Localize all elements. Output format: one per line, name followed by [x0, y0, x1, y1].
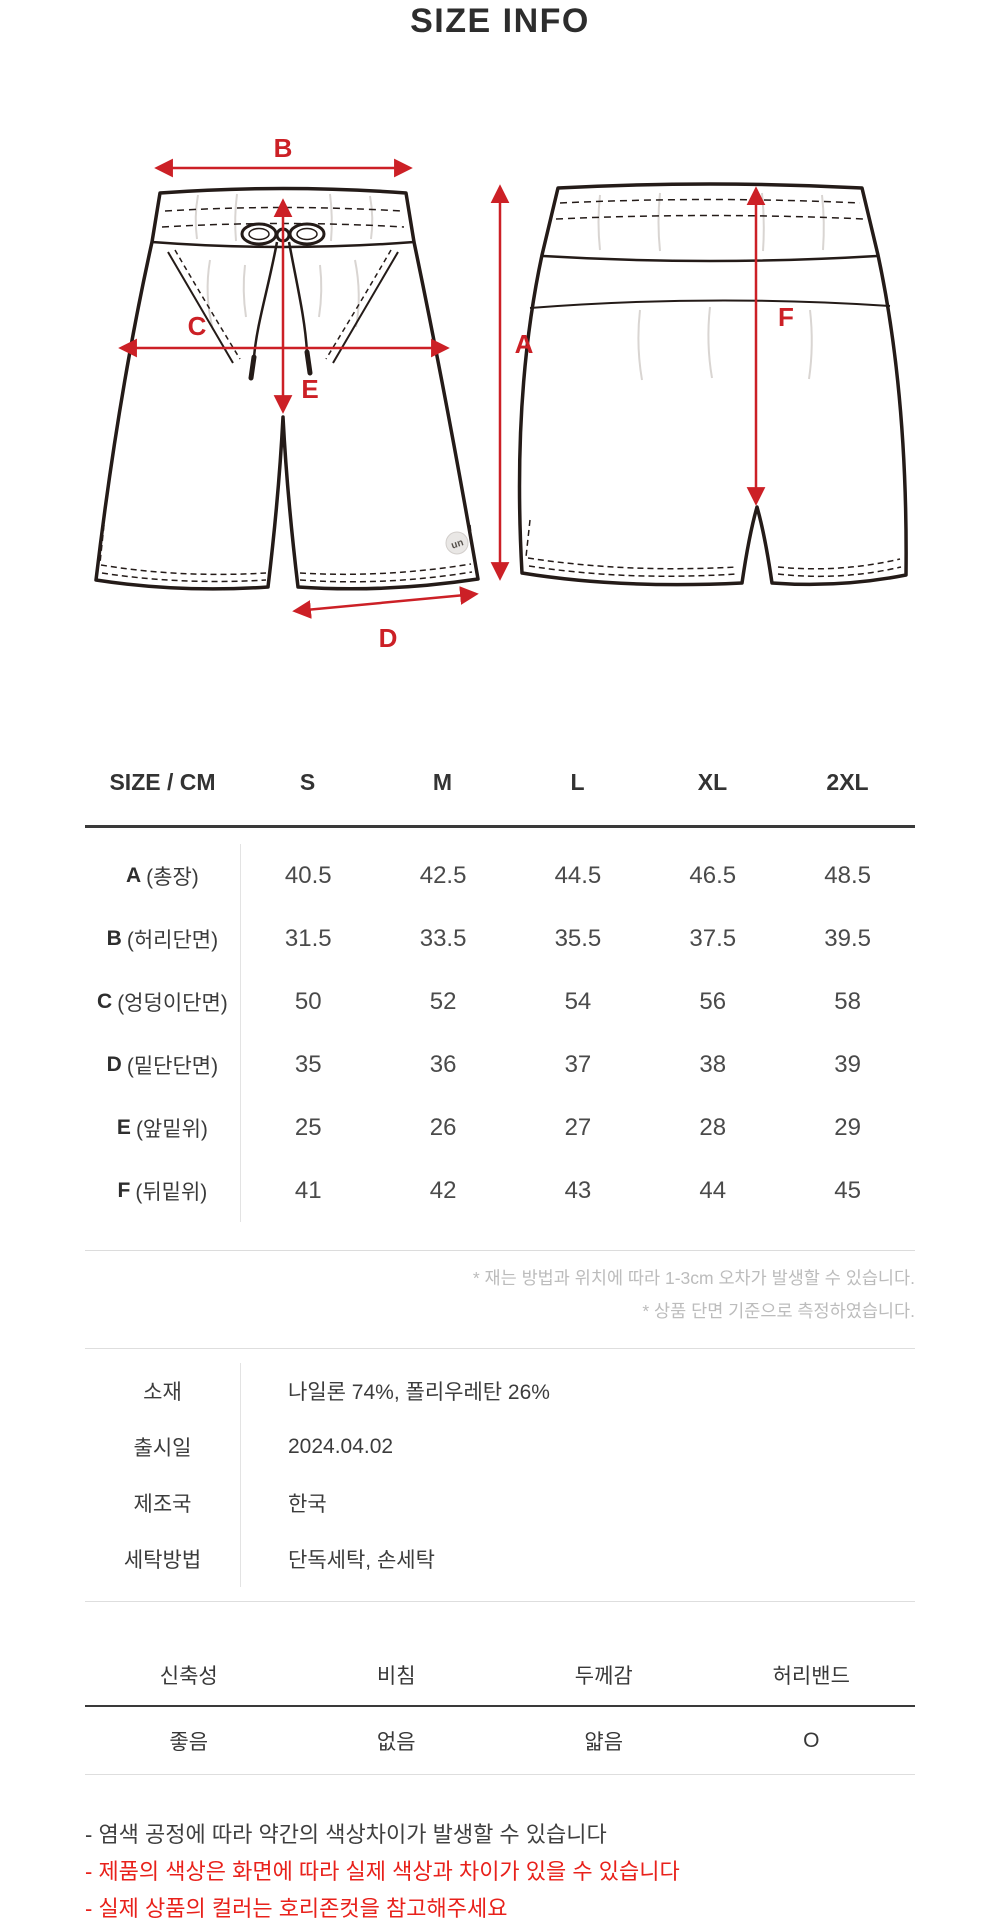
cell: 50 — [294, 987, 322, 1015]
info-row-release-date: 출시일 2024.04.02 — [85, 1419, 915, 1475]
properties-value-row: 좋음 없음 얇음 O — [85, 1707, 915, 1775]
arrow-D — [292, 586, 479, 619]
table-row-c: C (엉덩이단면) 50 52 54 56 58 — [85, 970, 915, 1033]
measurement-labels: B C E A F D — [188, 133, 794, 653]
table-row-d: D (밑단단면) 35 36 37 38 39 — [85, 1033, 915, 1096]
cell: 54 — [564, 987, 592, 1015]
label-A: A — [515, 329, 534, 359]
table-row-b: B (허리단면) 31.5 33.5 35.5 37.5 39.5 — [85, 907, 915, 970]
prop-header-thickness: 두께감 — [574, 1665, 633, 1688]
prop-value-thickness: 얇음 — [584, 1730, 624, 1754]
cell: 38 — [699, 1050, 727, 1078]
cell: 58 — [834, 987, 861, 1015]
cell: 56 — [699, 987, 727, 1015]
cell: 25 — [294, 1113, 322, 1141]
label-C: C — [188, 311, 207, 341]
info-row-country: 제조국 한국 — [85, 1475, 915, 1531]
cell: 48.5 — [824, 861, 871, 889]
label-E: E — [301, 374, 318, 404]
product-info-table: 소재 나일론 74%, 폴리우레탄 26% 출시일 2024.04.02 제조국… — [85, 1348, 915, 1602]
cell: 29 — [834, 1113, 861, 1141]
page-title: SIZE INFO — [410, 2, 590, 40]
prop-value-stretch: 좋음 — [169, 1730, 209, 1754]
footer-note-color: - 실제 상품의 컬러는 호리존컷을 참고해주세요 — [85, 1896, 508, 1921]
prop-header-waistband: 허리밴드 — [772, 1665, 850, 1688]
column-header-xl: XL — [697, 769, 728, 795]
column-header-l: L — [570, 769, 585, 795]
table-row-e: E (앞밑위) 25 26 27 28 29 — [85, 1096, 915, 1159]
fabric-properties-table: 신축성 비침 두께감 허리밴드 좋음 없음 얇음 O — [85, 1645, 915, 1775]
brand-logo-icon: un — [445, 531, 469, 555]
table-row-a: A (총장) 40.5 42.5 44.5 46.5 48.5 — [85, 844, 915, 907]
cell: 39.5 — [824, 924, 871, 952]
label-D: D — [379, 623, 398, 653]
cell: 42 — [429, 1176, 457, 1204]
info-row-washing: 세탁방법 단독세탁, 손세탁 — [85, 1531, 915, 1587]
note-line: * 재는 방법과 위치에 따라 1-3cm 오차가 발생할 수 있습니다. — [472, 1268, 915, 1288]
shorts-measurement-diagram: un — [94, 133, 908, 653]
cell: 52 — [429, 987, 457, 1015]
measurement-arrows — [118, 158, 766, 619]
info-row-material: 소재 나일론 74%, 폴리우레탄 26% — [85, 1363, 915, 1419]
shorts-back-view — [517, 182, 908, 587]
cell: 33.5 — [419, 924, 467, 952]
prop-header-sheerness: 비침 — [376, 1665, 416, 1688]
size-table: SIZE / CM S M L XL 2XL A (총장) 40.5 42.5 4… — [85, 740, 915, 1251]
label-B: B — [274, 133, 293, 163]
properties-header-row: 신축성 비침 두께감 허리밴드 — [85, 1645, 915, 1707]
cell: 42.5 — [419, 861, 467, 889]
footer-note-dye: - 염색 공정에 따라 약간의 색상차이가 발생할 수 있습니다 — [85, 1822, 607, 1847]
measurement-notes: * 재는 방법과 위치에 따라 1-3cm 오차가 발생할 수 있습니다. * … — [473, 1262, 915, 1328]
column-header-m: M — [432, 769, 453, 795]
footer-notes: - 염색 공정에 따라 약간의 색상차이가 발생할 수 있습니다 - 제품의 색… — [85, 1816, 680, 1927]
size-table-body: A (총장) 40.5 42.5 44.5 46.5 48.5 B (허리단면) 3… — [85, 828, 915, 1251]
cell: 35.5 — [554, 924, 602, 952]
table-row-f: F (뒤밑위) 41 42 43 44 45 — [85, 1159, 915, 1222]
cell: 27 — [564, 1113, 592, 1141]
cell: 43 — [564, 1176, 592, 1204]
cell: 44.5 — [554, 861, 602, 889]
column-header-s: S — [299, 769, 316, 795]
cell: 37.5 — [689, 924, 737, 952]
cell: 40.5 — [284, 861, 332, 889]
cell: 36 — [429, 1050, 457, 1078]
shorts-front-view: un — [94, 186, 480, 591]
cell: 44 — [699, 1176, 727, 1204]
cell: 35 — [294, 1050, 322, 1078]
cell: 41 — [294, 1176, 322, 1204]
cell: 26 — [429, 1113, 457, 1141]
footer-note-screen: - 제품의 색상은 화면에 따라 실제 색상과 차이가 있을 수 있습니다 — [85, 1859, 680, 1884]
size-table-header: SIZE / CM S M L XL 2XL — [85, 740, 915, 828]
prop-header-stretch: 신축성 — [159, 1665, 218, 1688]
prop-value-sheerness: 없음 — [376, 1730, 416, 1754]
cell: 37 — [564, 1050, 592, 1078]
cell: 45 — [834, 1176, 861, 1204]
svg-text:un: un — [450, 537, 465, 551]
cell: 39 — [834, 1050, 861, 1078]
size-table-header-label: SIZE / CM — [109, 769, 216, 795]
note-line: * 상품 단면 기준으로 측정하였습니다. — [642, 1301, 915, 1321]
prop-value-waistband: O — [803, 1728, 820, 1752]
cell: 31.5 — [284, 924, 332, 952]
cell: 46.5 — [689, 861, 737, 889]
label-F: F — [778, 302, 794, 332]
column-header-2xl: 2XL — [826, 769, 869, 795]
cell: 28 — [699, 1113, 727, 1141]
